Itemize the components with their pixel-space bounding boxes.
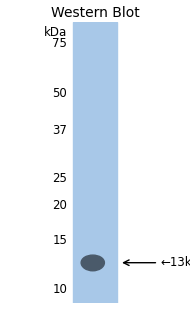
Text: kDa: kDa [44, 27, 67, 40]
Text: 25: 25 [52, 171, 67, 184]
Text: 20: 20 [52, 199, 67, 212]
Text: 15: 15 [52, 234, 67, 247]
Text: 10: 10 [52, 283, 67, 296]
Ellipse shape [81, 255, 104, 271]
Text: 75: 75 [52, 37, 67, 50]
Text: 50: 50 [52, 87, 67, 100]
Title: Western Blot: Western Blot [51, 6, 139, 20]
Text: ←13kDa: ←13kDa [160, 256, 190, 269]
Text: 37: 37 [52, 124, 67, 137]
Bar [73, 22, 117, 303]
